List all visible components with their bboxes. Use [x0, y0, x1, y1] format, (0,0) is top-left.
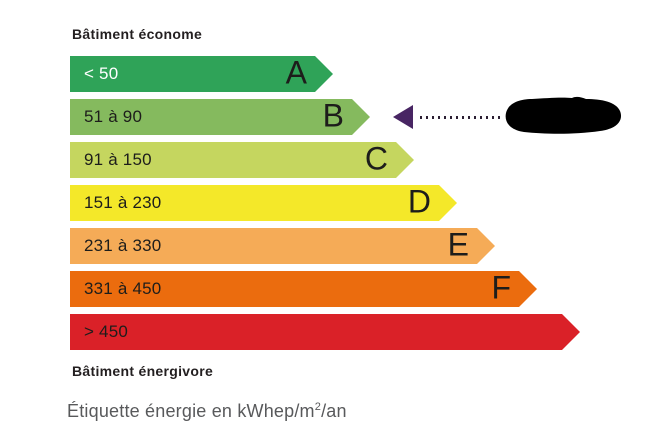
energy-range-label: 331 à 450	[84, 279, 162, 298]
energy-range-label: 51 à 90	[84, 107, 143, 126]
cursor-arrow-icon	[393, 105, 413, 129]
energy-row-d: 151 à 230 D	[70, 185, 667, 221]
energy-row-e: 231 à 330 E	[70, 228, 667, 264]
energy-row-f: 331 à 450 F	[70, 271, 667, 307]
energy-class-letter: C	[364, 140, 388, 177]
energy-bar-g: > 450	[70, 314, 580, 350]
energy-class-letter: A	[285, 54, 307, 91]
energy-row-g: > 450	[70, 314, 667, 350]
dotted-leader-line	[420, 115, 500, 119]
energy-row-c: 91 à 150 C	[70, 142, 667, 178]
energy-bar-a: < 50 A	[70, 54, 333, 92]
redacted-value-blob	[502, 95, 626, 135]
energy-class-letter: D	[407, 183, 431, 220]
energy-class-letter: B	[322, 97, 344, 134]
energy-class-letter: F	[491, 269, 511, 306]
energy-bar-f: 331 à 450 F	[70, 269, 537, 307]
energy-range-label: > 450	[84, 322, 129, 341]
energy-range-label: 91 à 150	[84, 150, 152, 169]
energy-row-a: < 50 A	[70, 56, 667, 92]
energy-bar-c: 91 à 150 C	[70, 140, 414, 178]
energy-bar-b: 51 à 90 B	[70, 97, 370, 135]
bar-arrow-tip	[352, 99, 370, 135]
energy-bar-e: 231 à 330 E	[70, 226, 495, 264]
energy-bar-d: 151 à 230 D	[70, 183, 457, 221]
bar-arrow-tip	[519, 271, 537, 307]
energy-range-label: < 50	[84, 64, 119, 83]
bar-arrow-tip	[562, 314, 580, 350]
energy-scale: < 50 A 51 à 90 B 91 à 150 C	[70, 56, 667, 350]
energy-row-b: 51 à 90 B	[70, 96, 667, 135]
economical-building-label: Bâtiment économe	[72, 26, 203, 42]
bar-arrow-tip	[315, 56, 333, 92]
energy-range-label: 231 à 330	[84, 236, 162, 255]
energy-intensive-building-label: Bâtiment énergivore	[72, 363, 214, 379]
energy-class-letter: E	[447, 226, 469, 263]
energy-label: Bâtiment économe < 50 A 51 à 90 B	[67, 26, 667, 421]
bar-arrow-tip	[439, 185, 457, 221]
bar-arrow-tip	[396, 142, 414, 178]
energy-range-label: 151 à 230	[84, 193, 162, 212]
bar-arrow-tip	[477, 228, 495, 264]
energy-label-caption: Étiquette énergie en kWhep/m2/an	[67, 401, 347, 421]
